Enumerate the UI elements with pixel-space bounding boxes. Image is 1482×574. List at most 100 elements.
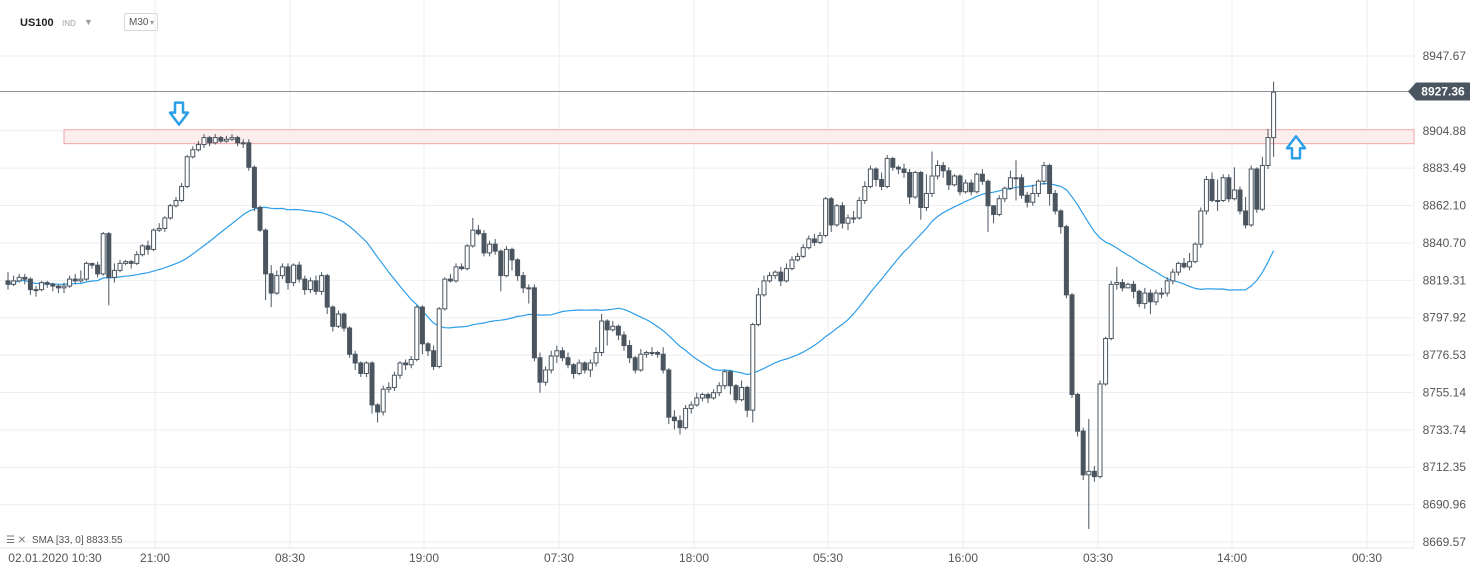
candle-body xyxy=(1159,292,1165,295)
candle xyxy=(823,196,829,238)
candle-body xyxy=(739,386,745,401)
indicator-settings-icon[interactable]: ☰ ✕ xyxy=(6,535,27,546)
y-tick-label: 8690.96 xyxy=(1423,498,1467,512)
candle xyxy=(907,169,913,204)
candle xyxy=(22,273,28,285)
candle-body xyxy=(431,350,437,367)
candle xyxy=(963,179,969,194)
candle-body xyxy=(1080,430,1086,476)
candle-body xyxy=(1231,189,1237,200)
candle-body xyxy=(498,250,504,277)
candle xyxy=(1153,289,1159,306)
candle xyxy=(778,266,784,287)
candle-body xyxy=(1052,192,1058,212)
symbol-dropdown-icon[interactable]: ▼ xyxy=(84,17,93,27)
candle-body xyxy=(655,352,661,355)
candle-body xyxy=(1047,165,1053,194)
candle-body xyxy=(145,245,151,250)
candle xyxy=(1203,176,1209,215)
candle-body xyxy=(425,343,431,352)
candle xyxy=(1002,186,1008,203)
candle-body xyxy=(352,353,358,364)
candle xyxy=(1069,293,1075,398)
candle-body xyxy=(151,229,157,250)
candle-body xyxy=(1035,180,1041,194)
candle-body xyxy=(419,306,425,345)
candle xyxy=(1041,162,1047,185)
candle xyxy=(571,362,577,379)
candle-body xyxy=(582,362,588,371)
candle-body xyxy=(593,352,599,364)
candle xyxy=(1265,128,1271,170)
price-badge-shape xyxy=(1408,82,1470,101)
candle xyxy=(901,163,907,178)
indicator-legend[interactable]: ☰ ✕ SMA [33, 0] 8833.55 xyxy=(6,534,123,548)
candle-body xyxy=(671,416,677,422)
indicator-name: SMA xyxy=(31,535,54,546)
time-axis[interactable]: 02.01.2020 10:30 21:00 08:30 19:00 07:30 18:0… xyxy=(8,551,1382,565)
candle-body xyxy=(1075,393,1081,432)
candle-body xyxy=(1007,177,1013,189)
candle-body xyxy=(363,362,369,374)
candle xyxy=(307,277,313,294)
y-tick-label: 8819.31 xyxy=(1423,273,1467,287)
y-tick-label: 8947.67 xyxy=(1423,49,1467,63)
candle-body xyxy=(879,179,885,187)
candle-body xyxy=(503,248,509,277)
candle xyxy=(330,305,336,332)
candle-body xyxy=(162,217,168,229)
candle xyxy=(711,389,717,400)
candle xyxy=(1013,160,1019,201)
candle xyxy=(979,169,985,185)
candle xyxy=(912,170,918,199)
down-arrow-icon xyxy=(168,101,190,126)
candle-body xyxy=(173,199,179,207)
candle xyxy=(251,165,257,211)
candle-body xyxy=(27,278,33,291)
candle xyxy=(839,202,845,229)
candle xyxy=(890,156,896,171)
candle xyxy=(1019,174,1025,199)
candle-body xyxy=(996,198,1002,215)
candle xyxy=(1030,184,1036,206)
candle-body xyxy=(296,264,302,280)
candle xyxy=(184,155,190,189)
candle xyxy=(604,319,610,346)
candle-body xyxy=(1248,168,1254,226)
candle xyxy=(643,350,649,358)
candle xyxy=(296,261,302,283)
price-axis[interactable]: 8947.67 8904.88 8883.49 8862.10 8840.70 8819.… xyxy=(1423,49,1467,549)
candle-body xyxy=(464,245,470,270)
candle xyxy=(655,350,661,358)
candle-body xyxy=(291,264,297,284)
candle xyxy=(179,182,185,203)
candle xyxy=(363,361,369,377)
candle-body xyxy=(492,243,498,252)
candle xyxy=(358,361,364,377)
candle-body xyxy=(179,185,185,201)
x-tick-label: 08:30 xyxy=(275,551,305,565)
candle-body xyxy=(89,262,95,266)
candle-body xyxy=(414,306,420,361)
candle xyxy=(683,404,689,430)
candle-body xyxy=(884,158,890,187)
indicator-value: 8833.55 xyxy=(86,535,123,546)
candle-body xyxy=(851,217,857,220)
candle-body xyxy=(834,205,840,226)
timeframe-select[interactable]: M30 ▾ xyxy=(124,13,158,31)
candle-body xyxy=(257,206,263,231)
candle xyxy=(531,284,537,362)
candle xyxy=(335,310,341,329)
candle xyxy=(167,203,173,220)
candle xyxy=(705,392,711,404)
candle-body xyxy=(1187,261,1193,268)
symbol-name[interactable]: US100 xyxy=(20,17,54,29)
y-tick-label: 8840.70 xyxy=(1423,236,1467,250)
candle xyxy=(946,167,952,190)
candle-body xyxy=(621,334,627,347)
candle-body xyxy=(1063,226,1069,296)
candle xyxy=(492,238,498,255)
candle-body xyxy=(190,149,196,158)
candle-body xyxy=(453,266,459,282)
